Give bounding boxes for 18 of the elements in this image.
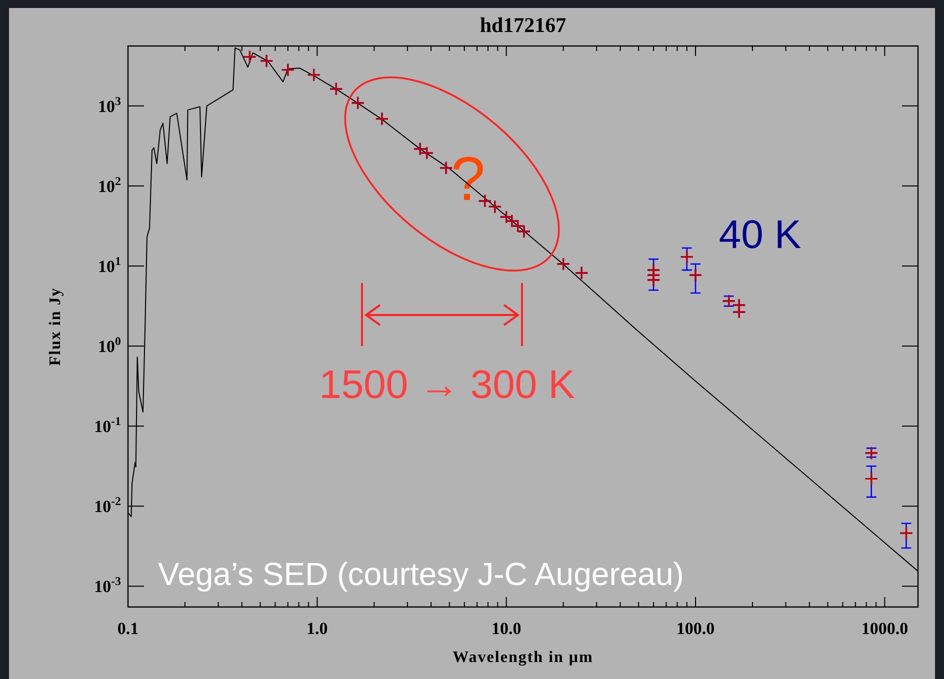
annotation: 40 K xyxy=(718,213,802,257)
x-axis-title: Wavelength in μm xyxy=(452,649,594,666)
x-tick-label: 10.0 xyxy=(491,619,522,638)
y-tick-label: 10$^{3}$ xyxy=(98,94,122,116)
y-tick-label: 10$^{2}$ xyxy=(98,174,122,196)
x-tick-label: 1.0 xyxy=(306,619,328,638)
y-tick-label: 10$^{-1}$ xyxy=(94,414,122,436)
annotation: 1500 → 300 K xyxy=(319,363,576,407)
y-tick-label: 10$^{1}$ xyxy=(98,254,122,276)
y-tick-label: 10$^{-2}$ xyxy=(94,494,122,516)
x-tick-label: 100.0 xyxy=(676,619,715,638)
y-tick-label: 10$^{0}$ xyxy=(98,334,122,356)
x-tick-label: 1000.0 xyxy=(861,619,908,638)
chart-title: hd172167 xyxy=(480,13,566,37)
annotation: Vega’s SED (courtesy J-C Augereau) xyxy=(158,556,684,592)
x-tick-label: 0.1 xyxy=(117,619,139,638)
y-tick-label: 10$^{-3}$ xyxy=(94,574,122,596)
y-axis-title: Flux in Jy xyxy=(47,287,64,366)
